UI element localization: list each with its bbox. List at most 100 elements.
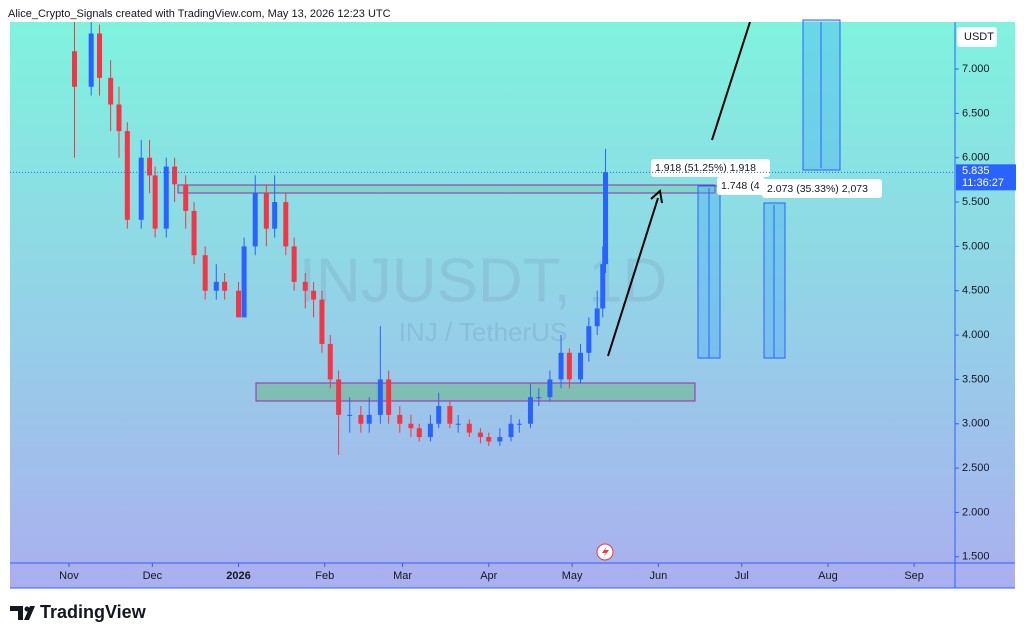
candle-body	[566, 352, 572, 380]
candle-body	[516, 423, 522, 425]
candle-body	[147, 157, 153, 176]
y-tick-label: 2.000	[962, 506, 990, 518]
watermark-name: INJ / TetherUS	[399, 317, 568, 347]
candle-body	[377, 379, 383, 415]
label-box	[717, 177, 765, 195]
y-tick-label: 6.000	[962, 152, 990, 164]
y-tick-label: 3.000	[962, 418, 990, 430]
watermark-symbol: INJUSDT, 1D	[299, 246, 668, 315]
candle-body	[527, 397, 533, 424]
candle-body	[236, 290, 242, 318]
candle-body	[252, 193, 258, 247]
candle-body	[72, 51, 78, 87]
candle-body	[191, 210, 197, 256]
candle-body	[455, 423, 461, 425]
candle-body	[366, 414, 372, 424]
x-tick-label: Aug	[818, 570, 838, 582]
candle-body	[358, 414, 364, 424]
candle-body	[578, 352, 584, 380]
last-price-label: 5.835	[962, 165, 990, 177]
measure-label: 2.073 (35.33%) 2,073	[767, 183, 868, 195]
candle-body	[291, 246, 297, 282]
candle-body	[536, 397, 542, 399]
y-tick-label: 4.500	[962, 285, 990, 297]
candle-body	[172, 166, 178, 185]
candle-body	[272, 202, 278, 229]
candle-body	[447, 406, 453, 424]
candle-body	[152, 175, 158, 229]
candle-body	[397, 414, 403, 424]
x-tick-label: Apr	[480, 570, 497, 582]
logo-icon	[10, 606, 35, 620]
last-price-box	[956, 164, 1016, 191]
x-tick-label: 2026	[226, 570, 250, 582]
candle-body	[408, 423, 414, 429]
candle-body	[108, 77, 114, 105]
candle-body	[436, 406, 442, 424]
candle-body	[183, 184, 189, 211]
logo-dot	[24, 606, 30, 612]
currency: USDT	[964, 31, 994, 43]
candle-body	[416, 428, 422, 438]
candle-body	[466, 423, 472, 433]
drawings: 1.918 (51.25%) 1,918 1.748 (4 2.073 (35.…	[177, 19, 882, 561]
trend-arrow[interactable]	[711, 21, 751, 141]
resistance-zone[interactable]	[177, 184, 716, 194]
candle-body	[283, 202, 289, 247]
header: Alice_Crypto_Signals created with Tradin…	[8, 8, 391, 20]
candle-body	[600, 264, 606, 309]
alert-bolt	[602, 546, 609, 558]
candles	[72, 22, 609, 455]
footer: TradingView	[10, 602, 147, 622]
arrow-head	[650, 189, 663, 204]
candle-body	[202, 255, 208, 291]
candle-body	[477, 432, 483, 438]
y-tick-label: 5.500	[962, 196, 990, 208]
currency-box	[957, 27, 997, 47]
x-tick-label: Dec	[143, 570, 163, 582]
candle-body	[586, 326, 592, 353]
trend-arrow[interactable]	[607, 197, 659, 357]
x-tick-label: Nov	[59, 570, 79, 582]
y-tick-label: 6.500	[962, 107, 990, 119]
x-tick-label: Feb	[315, 570, 334, 582]
x-tick-label: Jun	[649, 570, 667, 582]
label-box	[651, 159, 770, 177]
candle-body	[302, 281, 308, 291]
candle-body	[347, 414, 353, 416]
x-tick-label: May	[562, 570, 583, 582]
candle-body	[327, 343, 333, 380]
candle-body	[547, 379, 553, 398]
candle-body	[486, 437, 492, 442]
candle-body	[386, 379, 392, 415]
y-tick-label: 5.000	[962, 240, 990, 252]
x-tick-label: Sep	[904, 570, 924, 582]
x-tick-label: Jul	[735, 570, 749, 582]
candle-body	[116, 104, 122, 132]
candle-body	[213, 281, 219, 291]
candle-body	[222, 281, 228, 291]
candle-body	[558, 352, 564, 380]
candle-body	[138, 157, 144, 220]
y-tick-label: 4.000	[962, 329, 990, 341]
candle-body	[311, 290, 317, 300]
measure-label: 1.748 (4	[721, 180, 760, 192]
candle-body	[97, 33, 103, 78]
support-zone[interactable]	[255, 382, 696, 402]
chart-background	[10, 22, 1015, 588]
candle-body	[497, 437, 503, 442]
candle-body	[263, 193, 269, 229]
candle-body	[603, 172, 609, 265]
candle-body	[88, 33, 94, 87]
label-box	[762, 179, 882, 198]
candle-body	[124, 131, 130, 220]
candle-body	[508, 423, 514, 438]
candle-body	[163, 166, 169, 229]
y-tick-label: 7.000	[962, 63, 990, 75]
candle-body	[427, 423, 433, 438]
y-tick-label: 1.500	[962, 551, 990, 563]
countdown: 11:36:27	[962, 177, 1004, 189]
candle-body	[594, 308, 600, 327]
